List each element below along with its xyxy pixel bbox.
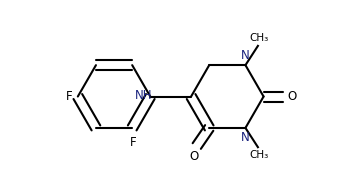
Text: N: N: [241, 49, 250, 62]
Text: F: F: [130, 136, 137, 149]
Text: O: O: [288, 90, 297, 103]
Text: CH₃: CH₃: [250, 33, 269, 43]
Text: N: N: [241, 131, 250, 144]
Text: CH₃: CH₃: [250, 150, 269, 160]
Text: O: O: [190, 150, 199, 163]
Text: NH: NH: [135, 89, 152, 102]
Text: F: F: [66, 90, 72, 103]
